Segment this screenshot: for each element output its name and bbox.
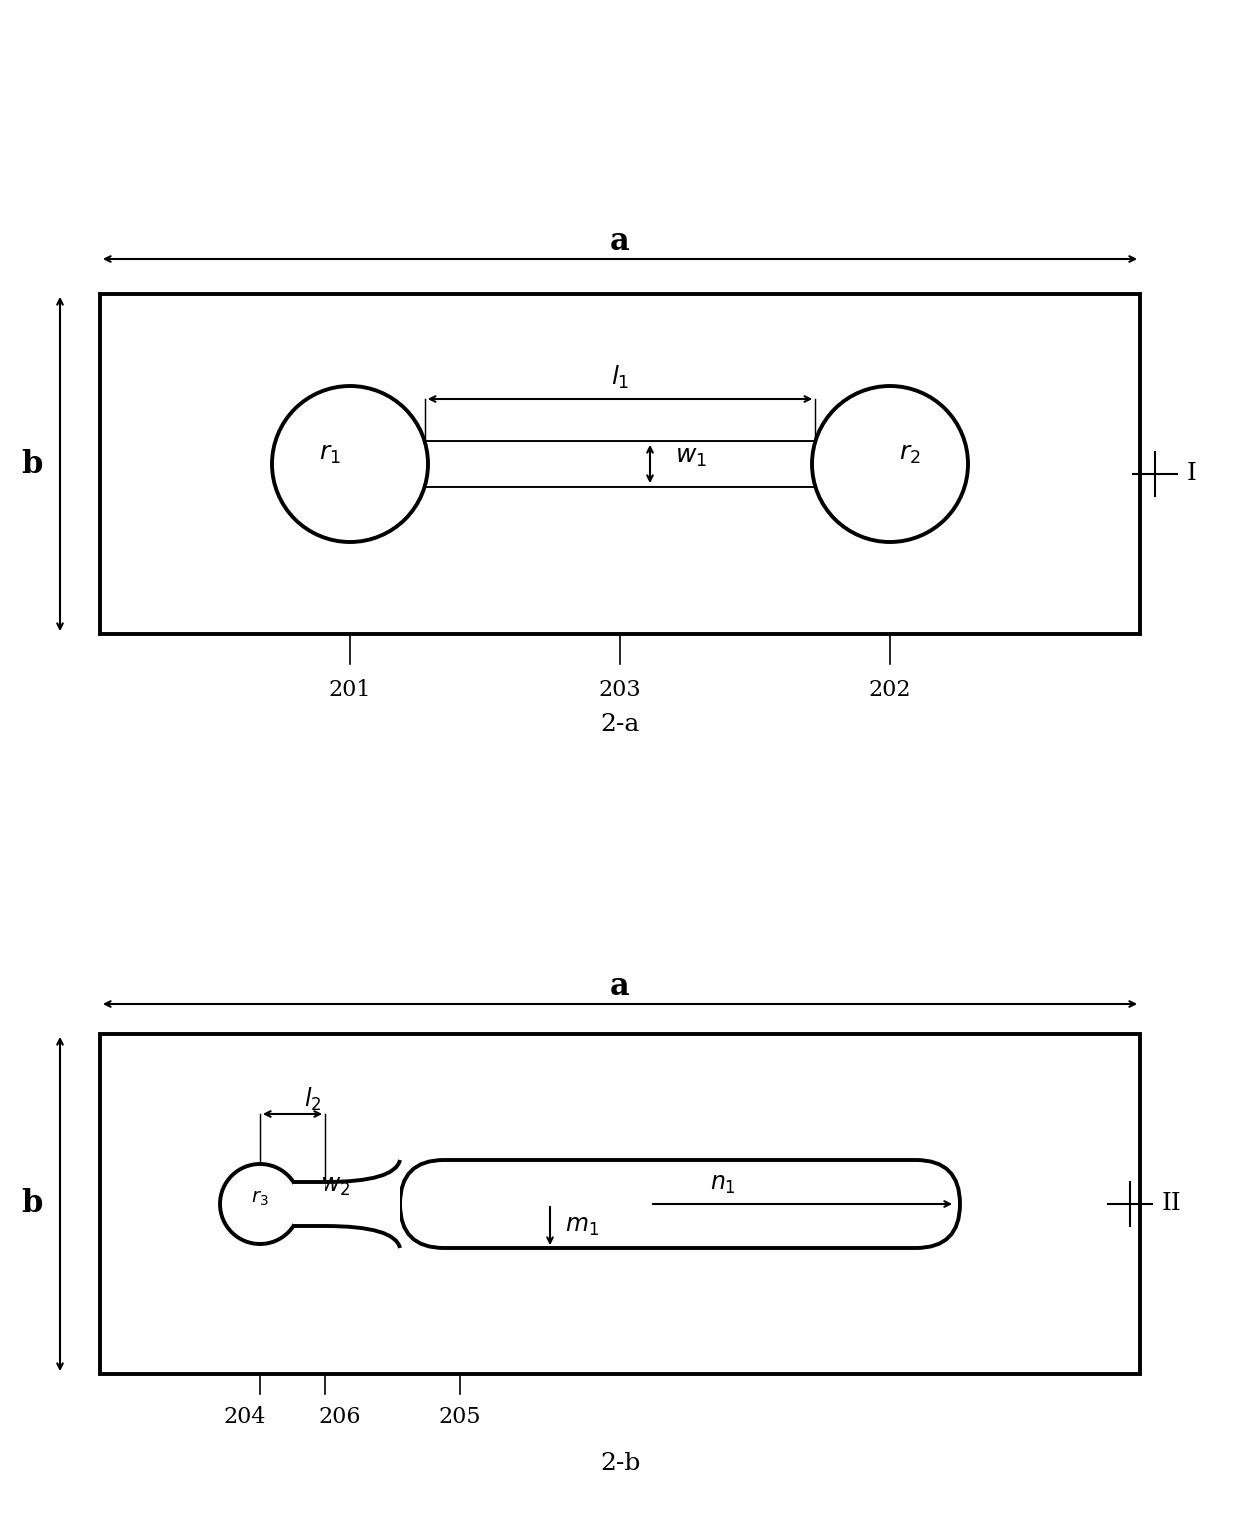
Text: b: b [21, 1188, 42, 1219]
Text: 203: 203 [599, 678, 641, 701]
Text: 201: 201 [329, 678, 371, 701]
Text: 202: 202 [869, 678, 911, 701]
Bar [100, 294, 1140, 634]
Bar [425, 442, 815, 486]
Text: $l_2$: $l_2$ [304, 1086, 321, 1113]
Text: $w_1$: $w_1$ [675, 447, 707, 469]
Circle shape [272, 386, 428, 542]
Text: $r_2$: $r_2$ [899, 442, 921, 465]
Text: 2-b: 2-b [600, 1452, 640, 1476]
Text: 206: 206 [319, 1407, 361, 1428]
Polygon shape [325, 1160, 401, 1248]
Bar [294, 1182, 325, 1226]
Text: a: a [610, 226, 630, 256]
Text: a: a [610, 970, 630, 1001]
Bar [100, 1034, 1140, 1375]
Text: $r_3$: $r_3$ [252, 1190, 269, 1208]
Text: 2-a: 2-a [600, 713, 640, 736]
Text: 205: 205 [439, 1407, 481, 1428]
Circle shape [219, 1164, 300, 1245]
Text: II: II [1162, 1193, 1182, 1216]
Circle shape [812, 386, 968, 542]
Text: I: I [1187, 462, 1197, 486]
Text: $l_1$: $l_1$ [611, 363, 629, 391]
Text: b: b [21, 448, 42, 480]
Text: $w_2$: $w_2$ [320, 1175, 350, 1198]
Text: $n_1$: $n_1$ [711, 1172, 735, 1196]
Text: $r_1$: $r_1$ [319, 442, 341, 465]
FancyBboxPatch shape [401, 1160, 960, 1248]
Text: $m_1$: $m_1$ [565, 1214, 599, 1237]
Text: 204: 204 [223, 1407, 267, 1428]
